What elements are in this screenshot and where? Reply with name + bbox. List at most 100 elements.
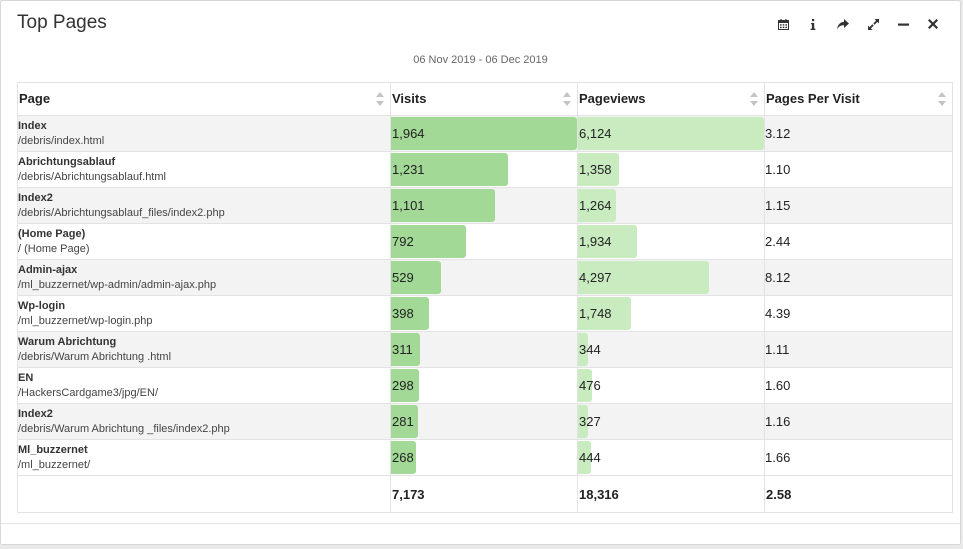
column-header-page[interactable]: Page xyxy=(17,82,391,116)
page-name: Admin-ajax xyxy=(18,264,78,277)
visits-cell: 1,101 xyxy=(390,187,578,224)
pageviews-bar xyxy=(578,117,764,150)
widget-controls xyxy=(768,15,948,33)
page-cell[interactable]: Index/debris/index.html xyxy=(17,115,391,152)
visits-bar xyxy=(391,189,496,222)
pages-per-visit-cell: 2.44 xyxy=(764,223,953,260)
pageviews-value: 327 xyxy=(579,414,601,429)
table-row[interactable]: Ml_buzzernet/ml_buzzernet/268 444 1.66 xyxy=(17,439,953,476)
page-cell[interactable]: Warum Abrichtung/debris/Warum Abrichtung… xyxy=(17,331,391,368)
visits-cell: 1,964 xyxy=(390,115,578,152)
visits-cell: 529 xyxy=(390,259,578,296)
visits-cell: 311 xyxy=(390,331,578,368)
page-path: /ml_buzzernet/wp-login.php xyxy=(18,314,153,327)
expand-icon[interactable] xyxy=(858,15,888,33)
sort-icon[interactable] xyxy=(563,92,571,106)
page-cell[interactable]: Abrichtungsablauf/debris/Abrichtungsabla… xyxy=(17,151,391,188)
pageviews-cell: 1,358 xyxy=(577,151,765,188)
table-row[interactable]: Index/debris/index.html 1,964 6,124 3.12 xyxy=(17,115,953,152)
pages-per-visit-cell: 8.12 xyxy=(764,259,953,296)
widget-title: Top Pages xyxy=(17,12,107,33)
visits-cell: 298 xyxy=(390,367,578,404)
page-cell[interactable]: Ml_buzzernet/ml_buzzernet/ xyxy=(17,439,391,476)
pageviews-cell: 344 xyxy=(577,331,765,368)
page-cell[interactable]: Index2/debris/Abrichtungsablauf_files/in… xyxy=(17,187,391,224)
visits-value: 311 xyxy=(392,342,413,357)
page-cell[interactable]: EN/HackersCardgame3/jpg/EN/ xyxy=(17,367,391,404)
page-cell[interactable]: Wp-login/ml_buzzernet/wp-login.php xyxy=(17,295,391,332)
pages-per-visit-cell: 1.10 xyxy=(764,151,953,188)
table-row[interactable]: Warum Abrichtung/debris/Warum Abrichtung… xyxy=(17,331,953,368)
pageviews-cell: 1,264 xyxy=(577,187,765,224)
widget-footer xyxy=(1,523,960,544)
column-header-label: Pageviews xyxy=(579,91,646,106)
sort-icon[interactable] xyxy=(750,92,758,106)
sort-icon[interactable] xyxy=(938,92,946,106)
page-name: Wp-login xyxy=(18,300,66,313)
page-path: /ml_buzzernet/wp-admin/admin-ajax.php xyxy=(18,278,217,291)
pageviews-cell: 327 xyxy=(577,403,765,440)
table-row[interactable]: (Home Page) / (Home Page) 792 1,934 2.44 xyxy=(17,223,953,260)
pageviews-bar xyxy=(578,441,592,474)
pageviews-value: 476 xyxy=(579,378,601,393)
page-path: /HackersCardgame3/jpg/EN/ xyxy=(18,386,159,399)
calendar-icon[interactable] xyxy=(768,15,798,33)
visits-cell: 1,231 xyxy=(390,151,578,188)
visits-value: 268 xyxy=(392,450,414,465)
pages-per-visit-cell: 1.60 xyxy=(764,367,953,404)
table-row[interactable]: Index2/debris/Warum Abrichtung _files/in… xyxy=(17,403,953,440)
column-header-pages-per-visit[interactable]: Pages Per Visit xyxy=(764,82,953,116)
visits-cell: 268 xyxy=(390,439,578,476)
visits-bar xyxy=(391,369,420,402)
pageviews-value: 1,358 xyxy=(579,162,612,177)
visits-bar xyxy=(391,405,418,438)
page-name: Index xyxy=(18,120,47,133)
visits-bar xyxy=(391,117,577,150)
pageviews-bar xyxy=(578,189,617,222)
page-name: Abrichtungsablauf xyxy=(18,156,116,169)
pageviews-bar xyxy=(578,261,709,294)
pages-per-visit-cell: 3.12 xyxy=(764,115,953,152)
pageviews-bar xyxy=(578,405,588,438)
column-header-label: Visits xyxy=(392,91,427,106)
visits-bar xyxy=(391,333,421,366)
pages-per-visit-cell: 1.15 xyxy=(764,187,953,224)
table-row[interactable]: Wp-login/ml_buzzernet/wp-login.php 398 1,7… xyxy=(17,295,953,332)
pageviews-bar xyxy=(578,297,632,330)
page-cell[interactable]: Admin-ajax/ml_buzzernet/wp-admin/admin-a… xyxy=(17,259,391,296)
page-name: EN xyxy=(18,372,34,385)
pageviews-bar xyxy=(578,225,637,258)
column-header-pageviews[interactable]: Pageviews xyxy=(577,82,765,116)
minimize-icon[interactable] xyxy=(888,15,918,33)
close-icon[interactable] xyxy=(918,15,948,33)
visits-value: 398 xyxy=(392,306,414,321)
visits-cell: 398 xyxy=(390,295,578,332)
table-row[interactable]: Index2/debris/Abrichtungsablauf_files/in… xyxy=(17,187,953,224)
pageviews-value: 1,264 xyxy=(579,198,612,213)
pages-per-visit-cell: 1.66 xyxy=(764,439,953,476)
table-row[interactable]: EN/HackersCardgame3/jpg/EN/298 476 1.60 xyxy=(17,367,953,404)
pageviews-cell: 444 xyxy=(577,439,765,476)
pageviews-value: 4,297 xyxy=(579,270,612,285)
page-name: Ml_buzzernet xyxy=(18,444,88,457)
table-row[interactable]: Admin-ajax/ml_buzzernet/wp-admin/admin-a… xyxy=(17,259,953,296)
pageviews-value: 1,934 xyxy=(579,234,612,249)
pages-per-visit-cell: 1.16 xyxy=(764,403,953,440)
visits-value: 281 xyxy=(392,414,414,429)
info-icon[interactable] xyxy=(798,15,828,33)
visits-cell: 792 xyxy=(390,223,578,260)
page-cell[interactable]: (Home Page) / (Home Page) xyxy=(17,223,391,260)
page-path: /debris/index.html xyxy=(18,134,105,147)
page-name: (Home Page) xyxy=(18,228,86,241)
visits-cell: 281 xyxy=(390,403,578,440)
visits-bar xyxy=(391,225,466,258)
sort-icon[interactable] xyxy=(376,92,384,106)
page-cell[interactable]: Index2/debris/Warum Abrichtung _files/in… xyxy=(17,403,391,440)
total-pageviews: 18,316 xyxy=(577,475,765,513)
column-header-visits[interactable]: Visits xyxy=(390,82,578,116)
share-icon[interactable] xyxy=(828,15,858,33)
visits-value: 1,231 xyxy=(392,162,425,177)
table-row[interactable]: Abrichtungsablauf/debris/Abrichtungsabla… xyxy=(17,151,953,188)
visits-bar xyxy=(391,297,429,330)
